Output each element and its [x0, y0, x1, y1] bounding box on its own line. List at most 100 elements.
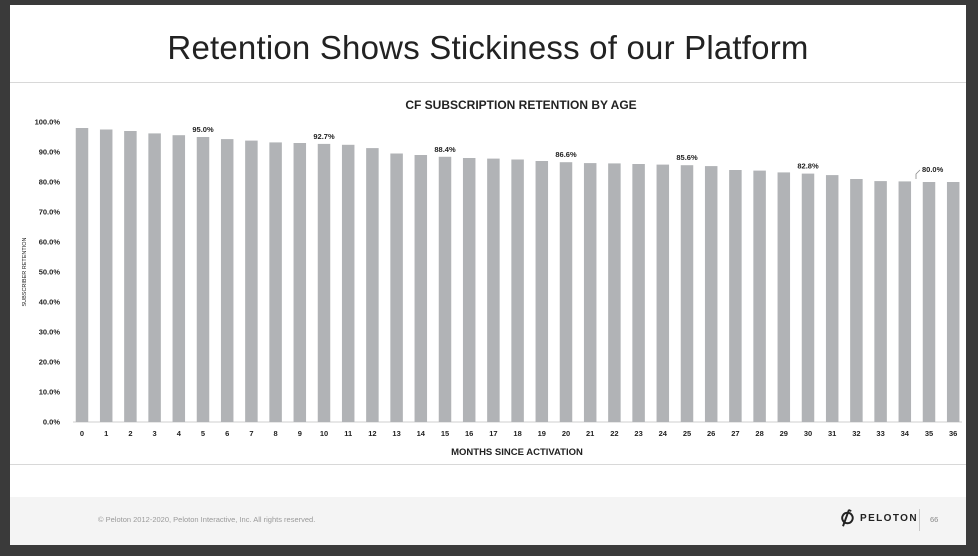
x-tick-label: 27	[731, 429, 739, 438]
x-tick-label: 1	[104, 429, 108, 438]
x-tick-label: 28	[755, 429, 763, 438]
x-tick-label: 5	[201, 429, 205, 438]
bar	[414, 155, 428, 422]
x-tick-label: 32	[852, 429, 860, 438]
y-tick-label: 50.0%	[39, 268, 61, 277]
bar	[317, 143, 331, 422]
bar	[922, 182, 936, 422]
bar	[390, 153, 403, 422]
bar	[196, 137, 210, 422]
data-label: 88.4%	[434, 145, 456, 154]
y-tick-label: 40.0%	[39, 298, 61, 307]
data-label: 95.0%	[192, 125, 214, 134]
bar	[608, 163, 621, 422]
bar	[559, 162, 573, 422]
y-tick-label: 30.0%	[39, 328, 61, 337]
x-tick-label: 19	[538, 429, 546, 438]
data-label: 92.7%	[313, 132, 335, 141]
y-axis-label: SUBSCRIBER RETENTION	[22, 237, 28, 306]
bar	[704, 166, 718, 422]
x-tick-label: 30	[804, 429, 812, 438]
data-label: 85.6%	[676, 153, 698, 162]
x-tick-label: 18	[513, 429, 521, 438]
bar	[293, 143, 307, 422]
data-label-leader	[915, 169, 921, 179]
bar	[632, 164, 645, 422]
bar	[777, 172, 791, 422]
bar	[245, 140, 258, 422]
bar	[874, 181, 887, 422]
x-tick-label: 26	[707, 429, 715, 438]
y-tick-label: 0.0%	[43, 418, 60, 427]
copyright-text: © Peloton 2012-2020, Peloton Interactive…	[98, 515, 316, 524]
bar	[898, 181, 912, 422]
bar	[753, 170, 766, 422]
bar	[656, 164, 670, 422]
x-tick-label: 10	[320, 429, 328, 438]
bar	[220, 139, 234, 422]
bar	[99, 129, 113, 422]
bar	[462, 158, 476, 422]
y-tick-label: 10.0%	[39, 388, 61, 397]
x-tick-label: 6	[225, 429, 229, 438]
bar	[825, 175, 839, 422]
bar	[124, 131, 137, 422]
data-label: 82.8%	[797, 162, 819, 171]
x-tick-label: 35	[925, 429, 933, 438]
x-tick-label: 21	[586, 429, 594, 438]
x-tick-label: 12	[368, 429, 376, 438]
x-tick-label: 25	[683, 429, 691, 438]
data-label: 80.0%	[922, 165, 944, 174]
bar	[583, 163, 597, 422]
data-label: 86.6%	[555, 150, 577, 159]
chart-title: CF SUBSCRIPTION RETENTION BY AGE	[405, 98, 636, 112]
y-tick-label: 70.0%	[39, 208, 61, 217]
bar	[172, 135, 186, 422]
data-labels: 95.0% 92.7% 88.4% 86.6% 85.6% 82.8% 80.0%	[192, 125, 944, 179]
x-tick-label: 14	[417, 429, 426, 438]
bars	[75, 128, 960, 423]
bar	[946, 182, 960, 422]
x-tick-label: 11	[344, 429, 352, 438]
x-tick-label: 22	[610, 429, 618, 438]
x-tick-label: 3	[153, 429, 157, 438]
x-tick-label: 2	[128, 429, 132, 438]
bar	[511, 159, 524, 422]
x-tick-labels: 0 1 2 3 4 5 6 7 8 9 10 11 12 13 14 15 16 17 18 19 20 21 22 23 24…	[80, 429, 957, 438]
x-tick-label: 7	[249, 429, 253, 438]
x-tick-label: 8	[274, 429, 278, 438]
x-tick-label: 33	[876, 429, 884, 438]
bar	[487, 158, 500, 422]
x-tick-label: 4	[177, 429, 182, 438]
brand-separator	[919, 509, 920, 531]
slide: Retention Shows Stickiness of our Platfo…	[10, 5, 966, 545]
bar	[729, 170, 742, 422]
x-tick-label: 29	[780, 429, 788, 438]
x-axis-label: MONTHS SINCE ACTIVATION	[451, 447, 583, 458]
x-tick-label: 34	[901, 429, 910, 438]
brand: PELOTON	[840, 509, 918, 527]
x-tick-label: 13	[392, 429, 400, 438]
x-tick-label: 9	[298, 429, 302, 438]
bar	[148, 133, 161, 422]
bar	[438, 156, 452, 423]
x-tick-label: 24	[659, 429, 668, 438]
x-tick-label: 0	[80, 429, 84, 438]
x-tick-label: 20	[562, 429, 570, 438]
x-tick-label: 17	[489, 429, 497, 438]
bar	[269, 142, 282, 422]
y-tick-label: 60.0%	[39, 238, 61, 247]
y-tick-label: 20.0%	[39, 358, 61, 367]
footer-divider	[10, 464, 966, 465]
x-tick-label: 31	[828, 429, 836, 438]
bar	[366, 148, 379, 422]
x-tick-label: 16	[465, 429, 473, 438]
retention-chart: CF SUBSCRIPTION RETENTION BY AGE SUBSCRI…	[22, 98, 962, 458]
y-tick-label: 100.0%	[35, 118, 61, 127]
x-tick-label: 36	[949, 429, 957, 438]
y-tick-label: 90.0%	[39, 148, 61, 157]
x-tick-label: 15	[441, 429, 449, 438]
y-tick-label: 80.0%	[39, 178, 61, 187]
slide-title: Retention Shows Stickiness of our Platfo…	[167, 29, 809, 66]
bar	[535, 161, 549, 422]
